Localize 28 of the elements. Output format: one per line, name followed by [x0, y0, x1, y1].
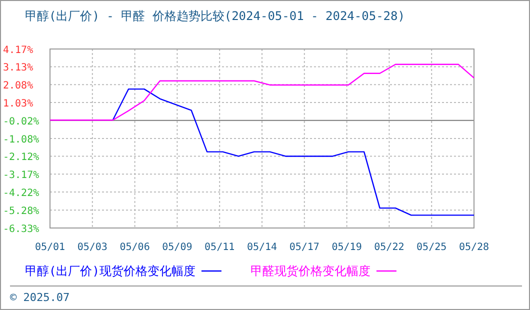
y-tick-label: 3.13% — [3, 62, 34, 74]
x-tick-label: 05/28 — [458, 242, 490, 253]
y-tick-label: -0.02% — [3, 116, 40, 128]
text: © 2025.07 — [10, 291, 70, 304]
y-tick-label: -4.22% — [3, 188, 40, 200]
line-series — [112, 88, 475, 216]
x-tick-label: 05/17 — [289, 242, 320, 253]
y-tick-label: -1.08% — [3, 134, 40, 146]
y-tick-label: -3.17% — [3, 170, 40, 182]
y-tick-label: -2.12% — [3, 152, 40, 164]
y-tick-label: 4.17% — [3, 45, 34, 56]
x-tick-label: 05/14 — [246, 242, 278, 253]
x-tick-label: 05/03 — [77, 242, 108, 253]
y-tick-label: -6.33% — [3, 224, 40, 235]
y-tick-label: 2.08% — [3, 80, 34, 92]
y-tick-label: 1.03% — [3, 98, 34, 110]
x-tick-label: 05/01 — [34, 242, 66, 253]
legend-label: 甲醛现货价格变化幅度 — [250, 264, 370, 278]
x-tick-label: 05/06 — [120, 242, 150, 253]
x-tick-label: 05/25 — [416, 242, 447, 253]
x-tick-label: 05/19 — [332, 242, 362, 253]
x-tick-label: 05/22 — [374, 242, 404, 253]
legend-label: 甲醇(出厂价)现货价格变化幅度 — [25, 264, 196, 278]
chart-title: 甲醇(出厂价) - 甲醛 价格趋势比较(2024-05-01 - 2024-05-28) — [25, 9, 405, 23]
line-series — [49, 64, 475, 121]
y-tick-label: -5.28% — [3, 206, 40, 218]
x-tick-label: 05/09 — [162, 242, 192, 253]
x-tick-label: 05/11 — [204, 242, 235, 253]
